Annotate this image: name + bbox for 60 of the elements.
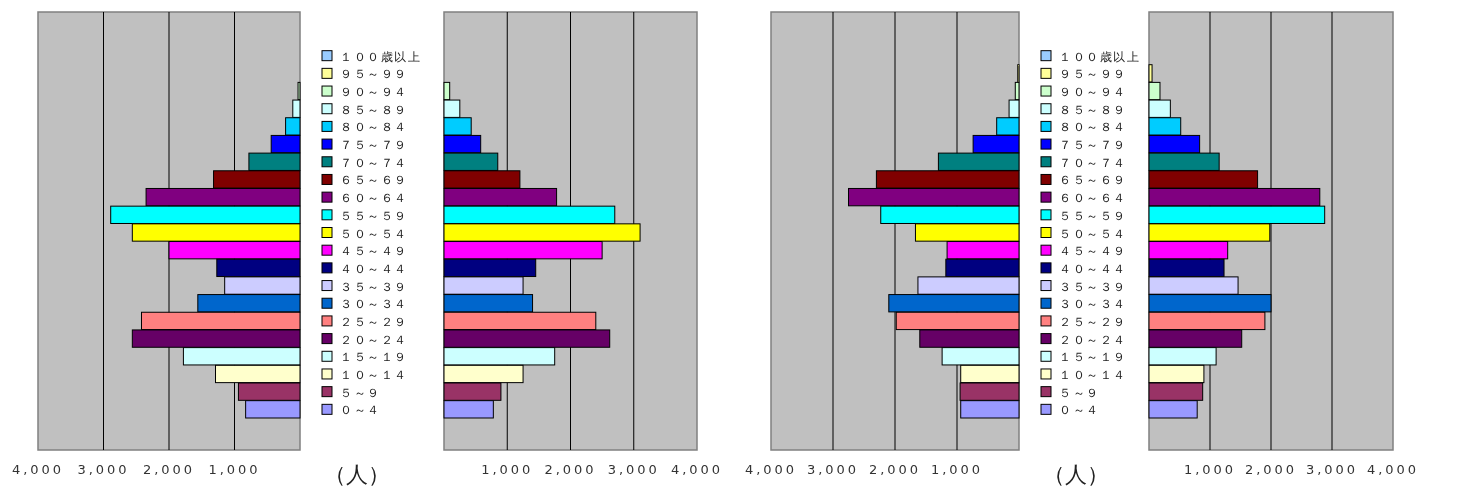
legend-label: ７５～７９ <box>1059 138 1127 153</box>
legend-label: ８５～８９ <box>1059 102 1127 117</box>
legend-label: １００歳以上 <box>1059 49 1140 64</box>
legend-label: １０～１４ <box>1059 367 1127 382</box>
legend-label: ８０～８４ <box>340 120 408 135</box>
legend-label: ０～４ <box>340 403 381 418</box>
legend-label: ４５～４９ <box>340 244 408 259</box>
x-tick-label: 3,000 <box>77 462 130 477</box>
legend-label: ５０～５４ <box>340 226 408 241</box>
x-tick-label: 3,000 <box>607 462 660 477</box>
legend-label: ５５～５９ <box>340 208 408 223</box>
x-tick-label: 3,000 <box>806 462 860 477</box>
x-tick-label: 1,000 <box>481 462 534 477</box>
legend-label: ２５～２９ <box>1059 314 1127 329</box>
legend-label: ８０～８４ <box>1059 120 1127 135</box>
legend-label: ５５～５９ <box>1059 208 1127 223</box>
legend-label: ９０～９４ <box>340 85 408 100</box>
legend-label: ７０～７４ <box>340 155 408 170</box>
legend-label: １５～１９ <box>1059 350 1127 365</box>
legend-label: ２０～２４ <box>1059 332 1127 347</box>
legend-label: ９０～９４ <box>1059 85 1127 100</box>
legend-label: ５０～５４ <box>1059 226 1127 241</box>
legend-label: １００歳以上 <box>340 49 421 64</box>
legend-label: ３０～３４ <box>340 297 408 312</box>
x-tick-label: 1,000 <box>930 462 984 477</box>
x-axis-title: （人） <box>324 462 390 487</box>
legend-label: ９５～９９ <box>340 67 408 82</box>
legend-label: １０～１４ <box>340 367 408 382</box>
x-tick-label: 3,000 <box>1305 462 1359 477</box>
x-tick-label: 4,000 <box>670 462 724 477</box>
x-tick-label: 4,000 <box>11 462 65 477</box>
legend-label: ５～９ <box>1059 385 1100 400</box>
x-tick-label: 4,000 <box>744 462 798 477</box>
legend-label: ８５～８９ <box>340 102 408 117</box>
legend-label: ５～９ <box>340 385 381 400</box>
legend-label: ２０～２４ <box>340 332 408 347</box>
legend-label: ７０～７４ <box>1059 155 1127 170</box>
legend-label: ６５～６９ <box>1059 173 1127 188</box>
x-tick-label: 2,000 <box>142 462 196 477</box>
x-tick-label: 1,000 <box>1183 462 1237 477</box>
legend-label: ６５～６９ <box>340 173 408 188</box>
legend-label: ０～４ <box>1059 403 1100 418</box>
legend-label: ３５～３９ <box>340 279 408 294</box>
legend-label: ６０～６４ <box>340 191 408 206</box>
x-tick-label: 2,000 <box>544 462 597 477</box>
legend-label: ３５～３９ <box>1059 279 1127 294</box>
legend-label: ４０～４４ <box>340 261 408 276</box>
legend-label: ３０～３４ <box>1059 297 1127 312</box>
legend-label: ７５～７９ <box>340 138 408 153</box>
x-tick-label: 2,000 <box>1244 462 1298 477</box>
x-axis-title: （人） <box>1043 462 1109 487</box>
legend-label: １５～１９ <box>340 350 408 365</box>
legend-label: ４５～４９ <box>1059 244 1127 259</box>
x-tick-label: 2,000 <box>868 462 922 477</box>
legend-label: ９５～９９ <box>1059 67 1127 82</box>
x-tick-label: 1,000 <box>208 462 261 477</box>
legend-label: ２５～２９ <box>340 314 408 329</box>
legend-label: ４０～４４ <box>1059 261 1127 276</box>
x-tick-label: 4,000 <box>1366 462 1420 477</box>
legend-label: ６０～６４ <box>1059 191 1127 206</box>
